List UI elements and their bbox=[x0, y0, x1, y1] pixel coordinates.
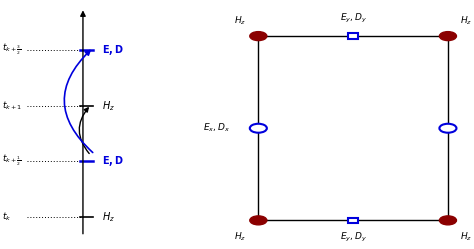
Text: $H_z$: $H_z$ bbox=[460, 230, 472, 243]
Text: $H_z$: $H_z$ bbox=[234, 230, 246, 243]
Text: $t_k$: $t_k$ bbox=[2, 210, 12, 223]
Circle shape bbox=[250, 216, 267, 225]
Text: $t_{k+\frac{3}{2}}$: $t_{k+\frac{3}{2}}$ bbox=[2, 42, 22, 58]
Text: $E_x, D_x$: $E_x, D_x$ bbox=[203, 122, 230, 134]
Text: $t_{k+\frac{1}{2}}$: $t_{k+\frac{1}{2}}$ bbox=[2, 153, 22, 168]
Circle shape bbox=[439, 124, 456, 133]
Circle shape bbox=[439, 32, 456, 41]
Text: $t_{k+1}$: $t_{k+1}$ bbox=[2, 100, 23, 112]
Bar bbox=[348, 218, 358, 223]
Text: $E_y, D_y$: $E_y, D_y$ bbox=[339, 12, 367, 25]
Text: $H_z$: $H_z$ bbox=[102, 210, 115, 224]
Circle shape bbox=[250, 124, 267, 133]
Circle shape bbox=[439, 216, 456, 225]
Text: $\mathbf{E, D}$: $\mathbf{E, D}$ bbox=[102, 154, 124, 168]
Text: $E_y, D_y$: $E_y, D_y$ bbox=[339, 231, 367, 244]
Text: $H_z$: $H_z$ bbox=[102, 99, 115, 113]
Bar bbox=[348, 33, 358, 39]
Text: $H_z$: $H_z$ bbox=[234, 15, 246, 27]
Text: $\mathbf{E, D}$: $\mathbf{E, D}$ bbox=[102, 43, 124, 57]
Circle shape bbox=[250, 32, 267, 41]
Text: $H_z$: $H_z$ bbox=[460, 15, 472, 27]
